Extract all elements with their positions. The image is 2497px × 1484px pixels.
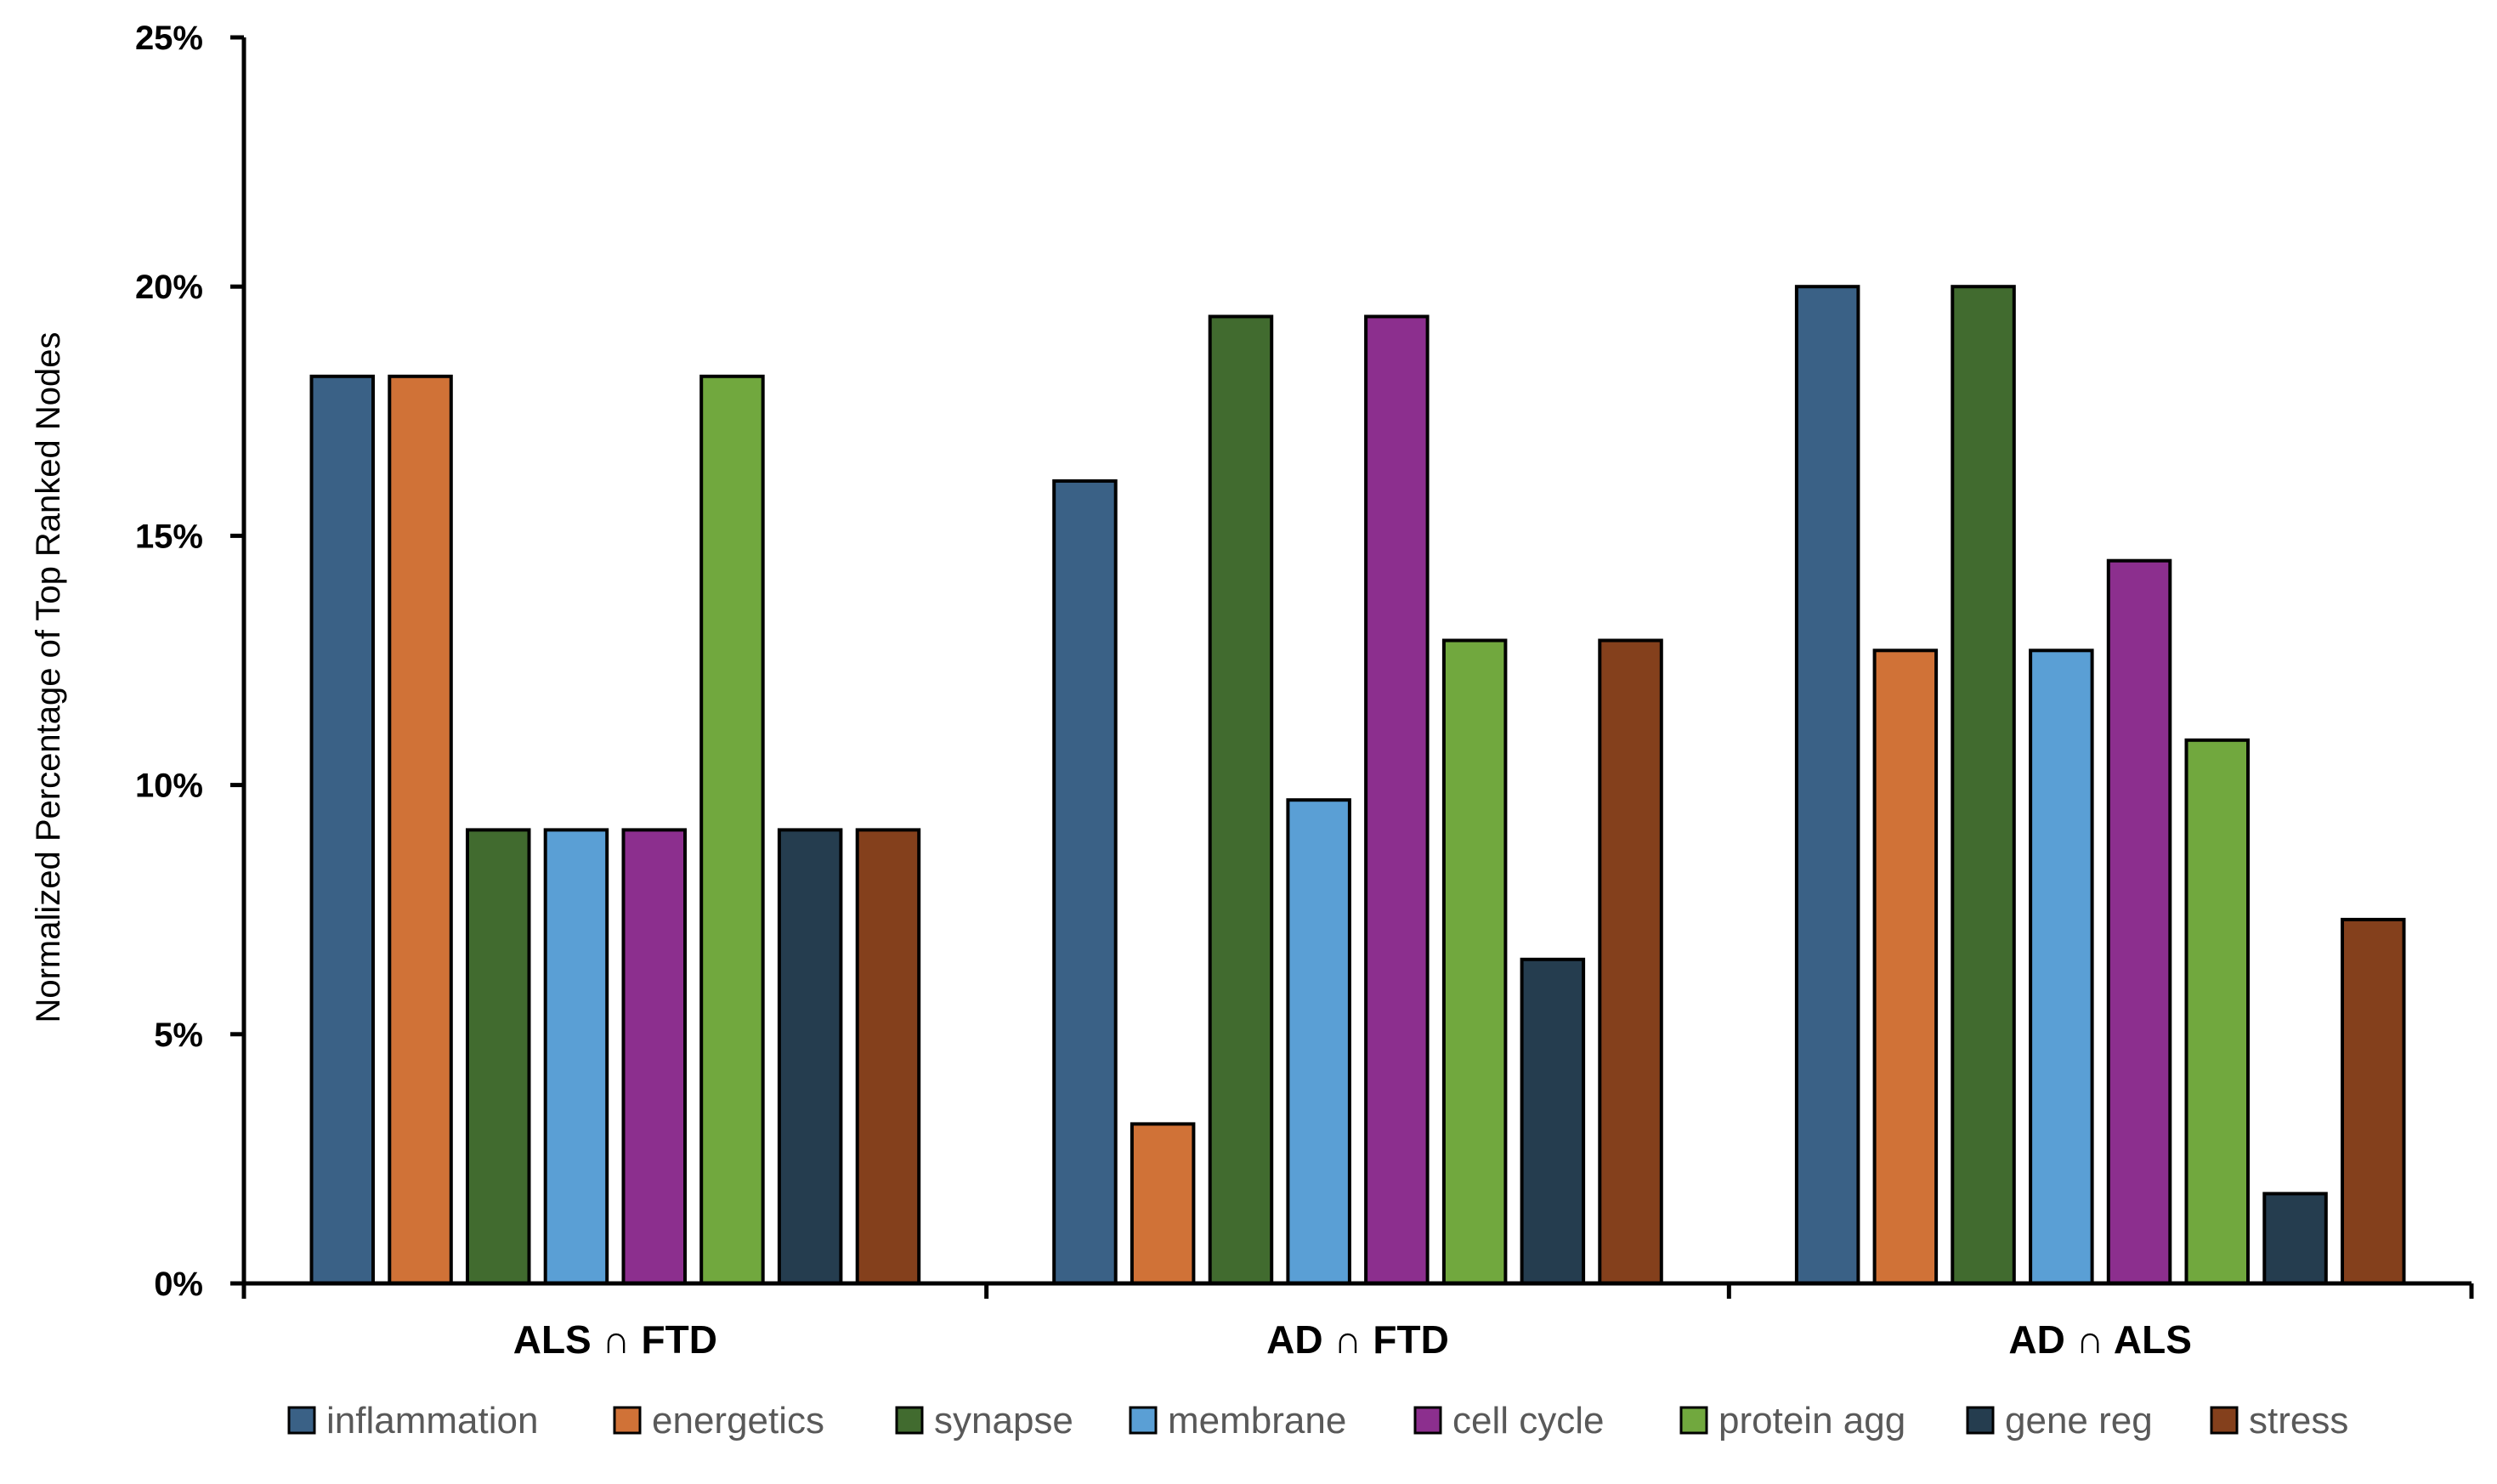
legend-label: stress bbox=[2249, 1400, 2348, 1442]
y-tick-label: 25% bbox=[135, 20, 203, 57]
bar-stress-1 bbox=[855, 828, 921, 1285]
x-category-label: AD ∩ ALS bbox=[2008, 1317, 2192, 1362]
legend-item-gene-reg: gene reg bbox=[1966, 1400, 2153, 1442]
bar-inflammation-3 bbox=[1794, 285, 1860, 1286]
bar-energetics-2 bbox=[1130, 1122, 1196, 1286]
legend-swatch bbox=[613, 1406, 642, 1435]
axes-layer bbox=[230, 35, 2474, 1299]
bar-membrane-1 bbox=[543, 828, 609, 1285]
bar-inflammation-2 bbox=[1052, 479, 1118, 1285]
legend-label: protein agg bbox=[1718, 1400, 1905, 1442]
legend-item-membrane: membrane bbox=[1129, 1400, 1346, 1442]
legend-item-protein-agg: protein agg bbox=[1679, 1400, 1905, 1442]
legend-label: energetics bbox=[652, 1400, 824, 1442]
x-category-label: ALS ∩ FTD bbox=[513, 1317, 717, 1362]
legend-item-cell-cycle: cell cycle bbox=[1413, 1400, 1605, 1442]
bar-cell-cycle-1 bbox=[621, 828, 687, 1285]
bar-gene-reg-2 bbox=[1520, 957, 1586, 1286]
bar-synapse-2 bbox=[1208, 314, 1274, 1285]
bars-layer bbox=[309, 285, 2406, 1286]
bar-inflammation-1 bbox=[309, 374, 375, 1285]
legend-label: inflammation bbox=[326, 1400, 538, 1442]
bar-stress-2 bbox=[1598, 638, 1663, 1285]
bar-membrane-3 bbox=[2029, 649, 2094, 1285]
bar-energetics-3 bbox=[1872, 649, 1939, 1285]
legend: inflammation energetics synapse membrane cel… bbox=[287, 1400, 2348, 1442]
y-tick-label: 10% bbox=[135, 767, 203, 805]
legend-label: gene reg bbox=[2005, 1400, 2153, 1442]
bar-gene-reg-1 bbox=[777, 828, 843, 1285]
legend-swatch bbox=[1966, 1406, 1995, 1435]
labels-layer: 0% 5% 10% 15% 20% 25% ALS ∩ FTD AD ∩ FTD AD ∩ AL… bbox=[30, 20, 2192, 1362]
y-tick-label: 20% bbox=[135, 269, 203, 306]
legend-label: cell cycle bbox=[1452, 1400, 1605, 1442]
legend-item-synapse: synapse bbox=[895, 1400, 1073, 1442]
bar-synapse-3 bbox=[1951, 285, 2016, 1286]
legend-swatch bbox=[287, 1406, 316, 1435]
bar-membrane-2 bbox=[1286, 798, 1351, 1285]
y-tick-label: 5% bbox=[154, 1017, 203, 1054]
legend-swatch bbox=[1679, 1406, 1708, 1435]
legend-swatch bbox=[1129, 1406, 1158, 1435]
legend-item-energetics: energetics bbox=[613, 1400, 824, 1442]
bar-gene-reg-3 bbox=[2262, 1192, 2328, 1286]
x-category-label: AD ∩ FTD bbox=[1266, 1317, 1449, 1362]
legend-swatch bbox=[2210, 1406, 2239, 1435]
y-axis-title: Normalized Percentage of Top Ranked Node… bbox=[30, 331, 67, 1022]
bar-protein-agg-1 bbox=[699, 374, 765, 1285]
legend-label: synapse bbox=[934, 1400, 1073, 1442]
legend-item-inflammation: inflammation bbox=[287, 1400, 538, 1442]
bar-energetics-1 bbox=[388, 374, 453, 1285]
legend-label: membrane bbox=[1168, 1400, 1346, 1442]
bar-protein-agg-2 bbox=[1441, 638, 1508, 1285]
bar-protein-agg-3 bbox=[2184, 738, 2250, 1285]
legend-item-stress: stress bbox=[2210, 1400, 2348, 1442]
bar-synapse-1 bbox=[466, 828, 531, 1285]
bar-stress-3 bbox=[2341, 917, 2406, 1286]
bar-cell-cycle-3 bbox=[2106, 558, 2172, 1285]
legend-swatch bbox=[1413, 1406, 1442, 1435]
bar-cell-cycle-2 bbox=[1364, 314, 1430, 1285]
y-tick-label: 15% bbox=[135, 518, 203, 555]
y-tick-label: 0% bbox=[154, 1266, 203, 1303]
legend-swatch bbox=[895, 1406, 924, 1435]
